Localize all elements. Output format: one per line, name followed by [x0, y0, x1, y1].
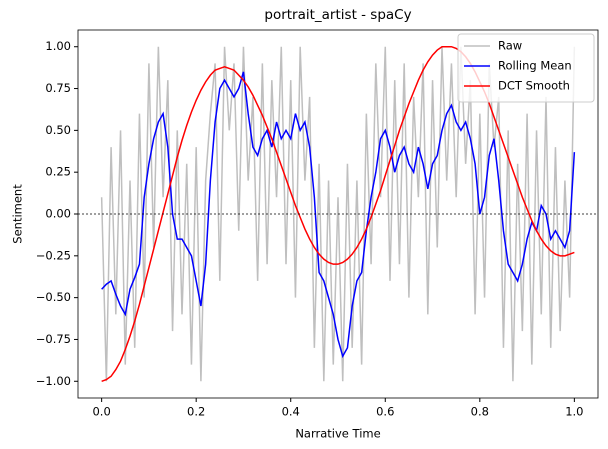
y-tick-label: 0.00 [45, 207, 71, 221]
x-tick-label: 0.4 [282, 405, 300, 419]
legend-label: Raw [498, 39, 522, 53]
y-axis-label: Sentiment [11, 184, 25, 244]
series-line [100, 46, 576, 382]
plot-frame [77, 29, 599, 399]
x-tick-label: 0.2 [187, 405, 205, 419]
x-tick-label: 0.6 [376, 405, 394, 419]
x-tick-label: 1.0 [565, 405, 583, 419]
legend-box [457, 33, 595, 103]
x-axis-label: Narrative Time [295, 427, 380, 441]
y-tick-label: 0.75 [45, 81, 71, 95]
y-tick-label: −0.25 [36, 248, 71, 262]
x-tick-label: 0.8 [471, 405, 489, 419]
chart-title: portrait_artist - spaCy [264, 7, 411, 23]
y-tick-label: 1.00 [45, 39, 71, 53]
y-tick-label: 0.50 [45, 123, 71, 137]
legend-label: DCT Smooth [498, 79, 570, 93]
series-line [101, 45, 575, 382]
y-tick-label: −0.75 [36, 332, 71, 346]
y-tick-label: 0.25 [45, 165, 71, 179]
series-line [101, 71, 576, 359]
legend-label: Rolling Mean [498, 59, 572, 73]
y-tick-label: −1.00 [36, 374, 71, 388]
x-tick-label: 0.0 [92, 405, 110, 419]
y-tick-label: −0.50 [36, 290, 71, 304]
